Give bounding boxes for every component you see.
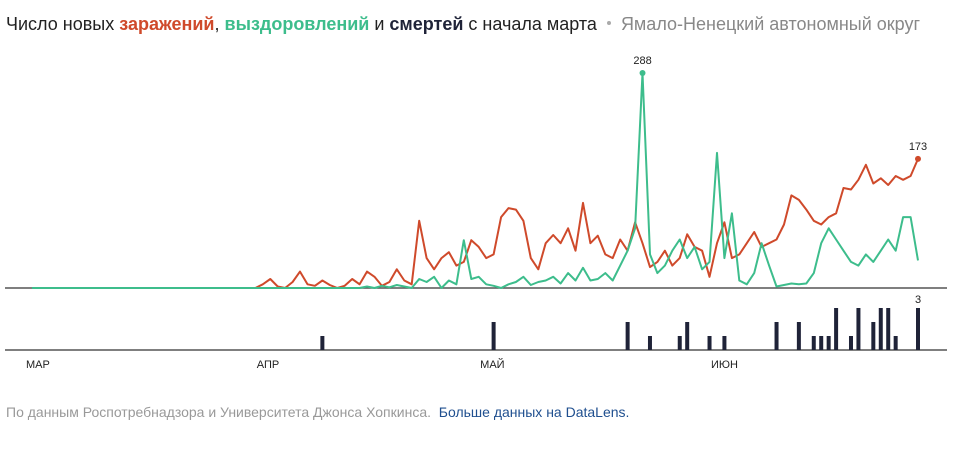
title-text: Число новых [6, 14, 120, 34]
title-text: , [214, 14, 225, 34]
bar [886, 308, 891, 350]
data-label: 288 [633, 55, 651, 67]
x-tick-label: ИЮН [711, 359, 738, 371]
bar [625, 322, 630, 350]
title-text: с начала марта [463, 14, 597, 34]
x-tick-label: МАЙ [480, 358, 504, 371]
separator [606, 21, 611, 26]
bar [707, 336, 712, 350]
bar [916, 308, 920, 350]
x-tick-label: МАР [26, 359, 50, 371]
bar [848, 336, 853, 350]
title-text: и [369, 14, 390, 34]
bar [893, 336, 898, 350]
legend-entry: смертей [389, 14, 464, 34]
bar [871, 322, 876, 350]
bar [685, 322, 690, 350]
point [915, 155, 921, 162]
bar [796, 322, 801, 350]
bar [856, 308, 861, 350]
data-label: 173 [909, 141, 927, 153]
bar [819, 336, 824, 350]
bar [834, 308, 839, 350]
legend-entry: выздоровлений [224, 14, 370, 34]
bar [878, 308, 883, 350]
line [32, 158, 919, 289]
bar [677, 336, 682, 350]
bar [811, 336, 816, 350]
bar [320, 336, 325, 350]
bar [826, 336, 831, 350]
bar [491, 322, 496, 350]
chart: МАР АПР МАЙ ИЮН 173 288 3 [5, 55, 947, 371]
data-label: 3 [915, 294, 921, 306]
footer: По данным Роспотребнадзора и Университет… [6, 404, 629, 420]
source: По данным Роспотребнадзора и Университет… [6, 404, 431, 420]
x-tick-label: АПР [257, 359, 279, 371]
link[interactable]: Больше данных на DataLens. [438, 404, 630, 420]
legend-entry: заражений [119, 14, 215, 34]
subtitle: Ямало-Ненецкий автономный округ [620, 14, 921, 34]
chart-title: Число новых заражений, выздоровлений и с… [6, 14, 920, 35]
bar [647, 336, 652, 350]
bar [722, 336, 727, 350]
line [32, 72, 919, 289]
point [639, 70, 646, 76]
bar [774, 322, 779, 350]
